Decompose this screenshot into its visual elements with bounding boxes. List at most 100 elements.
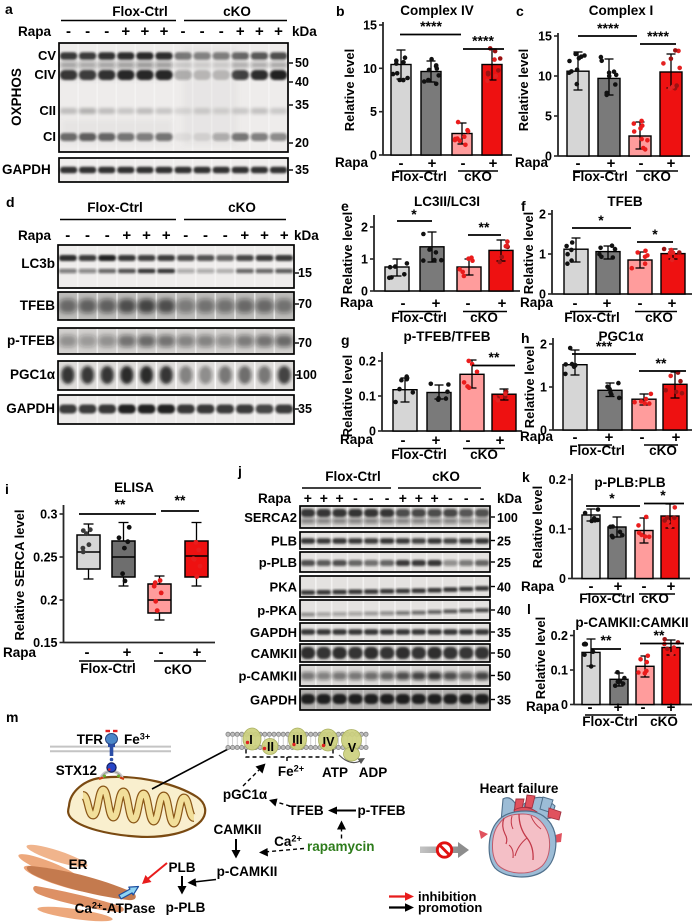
svg-text:15: 15	[363, 19, 377, 33]
svg-text:+: +	[141, 23, 150, 40]
svg-text:10: 10	[538, 70, 552, 84]
svg-text:****: ****	[420, 18, 442, 34]
svg-text:*: *	[652, 226, 658, 242]
svg-text:-: -	[85, 644, 90, 661]
svg-text:-: -	[104, 23, 109, 40]
svg-text:p-PLB:PLB: p-PLB:PLB	[594, 475, 665, 490]
svg-text:+: +	[123, 644, 132, 661]
svg-text:Flox-Ctrl: Flox-Ctrl	[569, 443, 625, 458]
svg-text:-: -	[105, 227, 110, 244]
svg-text:cKO: cKO	[464, 169, 492, 184]
svg-text:**: **	[489, 349, 500, 365]
svg-text:+: +	[614, 578, 623, 595]
svg-text:cKO: cKO	[432, 469, 460, 484]
svg-text:-: -	[642, 578, 647, 595]
svg-text:PGC1α: PGC1α	[598, 329, 644, 344]
svg-text:SERCA2: SERCA2	[244, 510, 297, 525]
svg-text:0.25: 0.25	[33, 551, 57, 565]
svg-text:Flox-Ctrl: Flox-Ctrl	[112, 4, 168, 19]
svg-text:cKO: cKO	[650, 714, 678, 729]
svg-text:cKO: cKO	[228, 200, 256, 215]
svg-text:-: -	[461, 155, 466, 172]
svg-text:*: *	[660, 487, 666, 503]
svg-text:kDa: kDa	[292, 24, 317, 39]
svg-text:Relative level: Relative level	[530, 486, 545, 568]
svg-text:-: -	[219, 23, 224, 40]
svg-text:b: b	[336, 3, 345, 19]
svg-text:p-CAMKII: p-CAMKII	[217, 864, 278, 879]
svg-text:**: **	[115, 496, 126, 512]
svg-text:-: -	[589, 578, 594, 595]
svg-text:Rapa: Rapa	[18, 228, 52, 243]
svg-text:+: +	[498, 295, 507, 312]
svg-text:+: +	[607, 155, 616, 172]
svg-text:ER: ER	[69, 857, 88, 872]
svg-text:+: +	[304, 490, 312, 506]
svg-text:f: f	[521, 198, 526, 214]
svg-text:cKO: cKO	[641, 591, 669, 606]
svg-text:-: -	[466, 295, 471, 312]
svg-text:-: -	[448, 490, 453, 506]
svg-text:p-PLB: p-PLB	[259, 555, 297, 570]
svg-text:IV: IV	[323, 735, 335, 749]
svg-text:-: -	[401, 295, 406, 312]
svg-text:+: +	[320, 490, 328, 506]
svg-text:Fe3+: Fe3+	[124, 732, 150, 748]
svg-text:0: 0	[545, 150, 552, 164]
svg-text:a: a	[5, 1, 13, 17]
svg-text:-: -	[640, 429, 645, 446]
svg-text:25: 25	[497, 556, 511, 570]
svg-text:CII: CII	[39, 103, 56, 118]
svg-text:CAMKII: CAMKII	[214, 822, 262, 837]
svg-text:Relative level: Relative level	[516, 49, 531, 131]
svg-text:2: 2	[540, 338, 547, 352]
svg-text:II: II	[267, 740, 274, 754]
svg-text:cKO: cKO	[164, 662, 192, 677]
svg-text:Rapa: Rapa	[335, 155, 369, 170]
svg-text:+: +	[255, 23, 264, 40]
svg-text:p-TFEB: p-TFEB	[358, 803, 406, 818]
svg-text:+: +	[489, 155, 498, 172]
svg-text:cKO: cKO	[645, 310, 673, 325]
svg-text:cKO: cKO	[470, 310, 498, 325]
svg-text:-: -	[641, 699, 646, 716]
svg-text:Rapa: Rapa	[521, 579, 555, 594]
svg-text:0.2: 0.2	[549, 473, 566, 487]
svg-text:***: ***	[596, 338, 613, 354]
svg-text:0: 0	[540, 424, 547, 438]
svg-text:+: +	[496, 432, 505, 449]
svg-text:TFEB: TFEB	[20, 298, 55, 313]
svg-text:PGC1α: PGC1α	[10, 367, 56, 382]
svg-text:-: -	[200, 23, 205, 40]
svg-text:+: +	[668, 295, 677, 312]
svg-text:-: -	[576, 155, 581, 172]
svg-text:+: +	[667, 699, 676, 716]
svg-text:10: 10	[363, 62, 377, 76]
svg-text:l: l	[527, 601, 531, 617]
svg-text:CIV: CIV	[34, 67, 56, 82]
svg-text:100: 100	[296, 368, 317, 382]
svg-text:CV: CV	[38, 48, 56, 63]
svg-text:+: +	[432, 295, 441, 312]
svg-text:PLB: PLB	[271, 534, 297, 549]
svg-text:d: d	[6, 194, 15, 210]
svg-text:CI: CI	[43, 129, 56, 144]
svg-text:m: m	[6, 709, 18, 725]
svg-text:*: *	[411, 206, 417, 222]
svg-text:+: +	[240, 227, 249, 244]
svg-text:I: I	[249, 733, 252, 747]
svg-text:i: i	[5, 481, 9, 497]
svg-text:k: k	[522, 469, 530, 485]
svg-text:kDa: kDa	[497, 491, 522, 506]
svg-text:0.3: 0.3	[40, 508, 57, 522]
svg-text:-: -	[183, 227, 188, 244]
svg-text:-: -	[85, 23, 90, 40]
svg-text:**: **	[175, 492, 186, 508]
svg-text:1: 1	[539, 248, 546, 262]
svg-text:25: 25	[497, 535, 511, 549]
svg-text:Flox-Ctrl: Flox-Ctrl	[87, 200, 143, 215]
svg-text:+: +	[603, 295, 612, 312]
svg-text:Flox-Ctrl: Flox-Ctrl	[582, 714, 638, 729]
svg-text:-: -	[353, 490, 358, 506]
svg-text:GAPDH: GAPDH	[6, 401, 55, 416]
